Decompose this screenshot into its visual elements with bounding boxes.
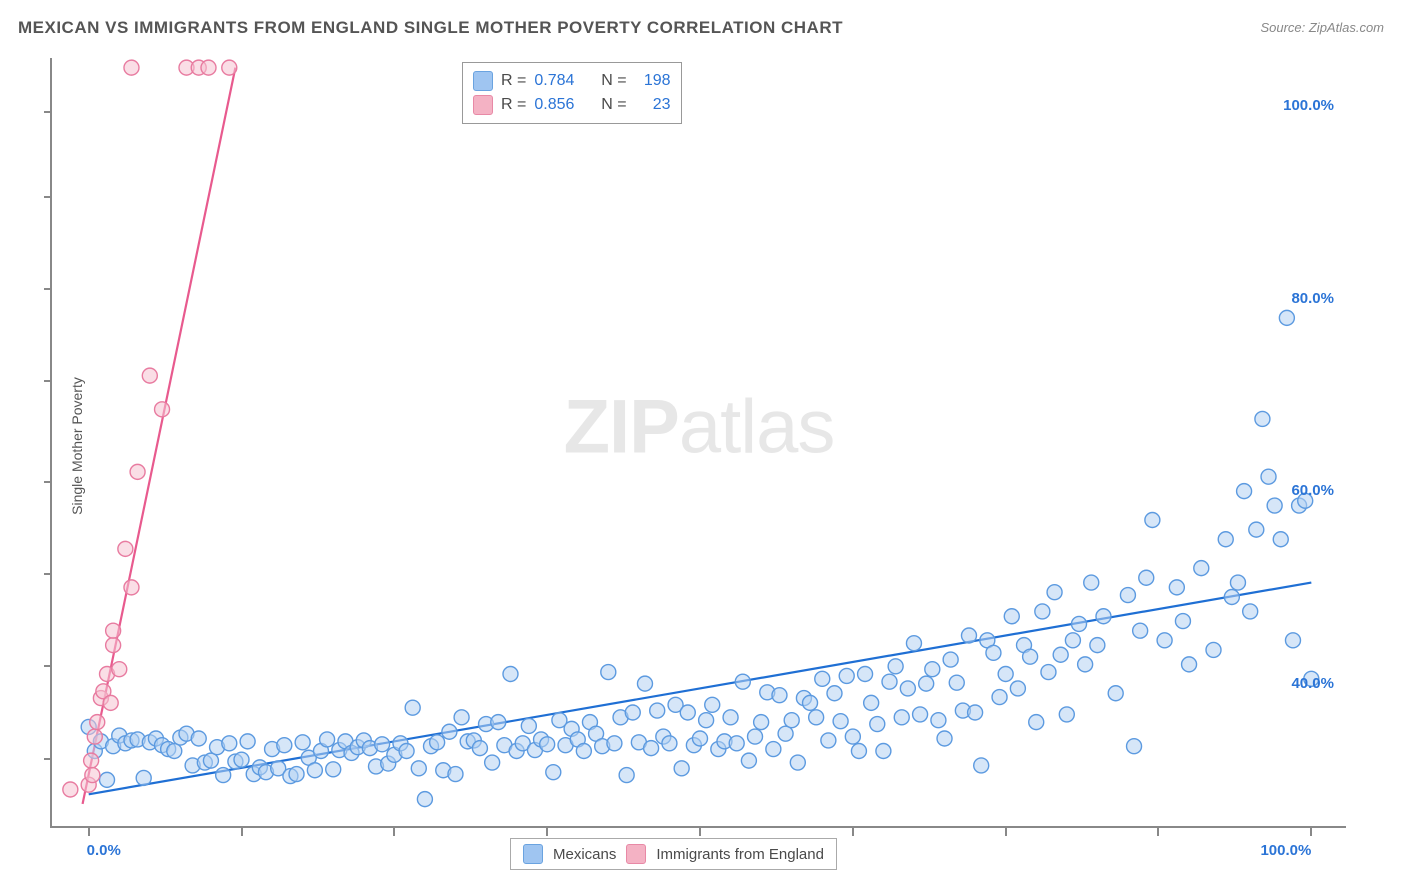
y-tick xyxy=(44,758,52,760)
y-tick xyxy=(44,665,52,667)
stat-r-value: 0.856 xyxy=(534,93,584,117)
x-tick xyxy=(1005,828,1007,836)
legend-swatch xyxy=(626,844,646,864)
correlation-stats-box: R = 0.784 N = 198 R = 0.856 N = 23 xyxy=(462,62,682,124)
legend-label: Mexicans xyxy=(553,846,616,863)
x-tick-label: 0.0% xyxy=(87,842,121,859)
y-tick xyxy=(44,196,52,198)
stats-row: R = 0.784 N = 198 xyxy=(473,69,671,93)
x-tick xyxy=(241,828,243,836)
scatter-plot-svg xyxy=(52,58,1348,828)
plot-area: ZIPatlas 0.0%100.0%40.0%60.0%80.0%100.0% xyxy=(50,58,1346,828)
legend-swatch xyxy=(523,844,543,864)
stat-n-value: 198 xyxy=(635,69,671,93)
legend-swatch xyxy=(473,71,493,91)
stat-r-label: R = xyxy=(501,93,526,117)
y-tick xyxy=(44,481,52,483)
y-tick xyxy=(44,111,52,113)
stat-r-label: R = xyxy=(501,69,526,93)
legend-swatch xyxy=(473,95,493,115)
x-tick xyxy=(393,828,395,836)
stat-n-label: N = xyxy=(592,93,626,117)
x-tick-label: 100.0% xyxy=(1260,842,1311,859)
x-tick xyxy=(546,828,548,836)
y-tick xyxy=(44,573,52,575)
y-tick-label: 60.0% xyxy=(1291,482,1334,499)
legend-label: Immigrants from England xyxy=(656,846,824,863)
stats-row: R = 0.856 N = 23 xyxy=(473,93,671,117)
source-attribution: Source: ZipAtlas.com xyxy=(1260,20,1384,35)
x-tick xyxy=(1157,828,1159,836)
y-tick xyxy=(44,380,52,382)
y-tick-label: 80.0% xyxy=(1291,290,1334,307)
x-tick xyxy=(1310,828,1312,836)
x-tick xyxy=(699,828,701,836)
chart-title: MEXICAN VS IMMIGRANTS FROM ENGLAND SINGL… xyxy=(18,18,843,38)
y-tick-label: 40.0% xyxy=(1291,675,1334,692)
stat-r-value: 0.784 xyxy=(534,69,584,93)
y-tick xyxy=(44,288,52,290)
stat-n-value: 23 xyxy=(635,93,671,117)
x-tick xyxy=(852,828,854,836)
stat-n-label: N = xyxy=(592,69,626,93)
y-tick-label: 100.0% xyxy=(1283,97,1334,114)
x-tick xyxy=(88,828,90,836)
series-legend: Mexicans Immigrants from England xyxy=(510,838,837,870)
